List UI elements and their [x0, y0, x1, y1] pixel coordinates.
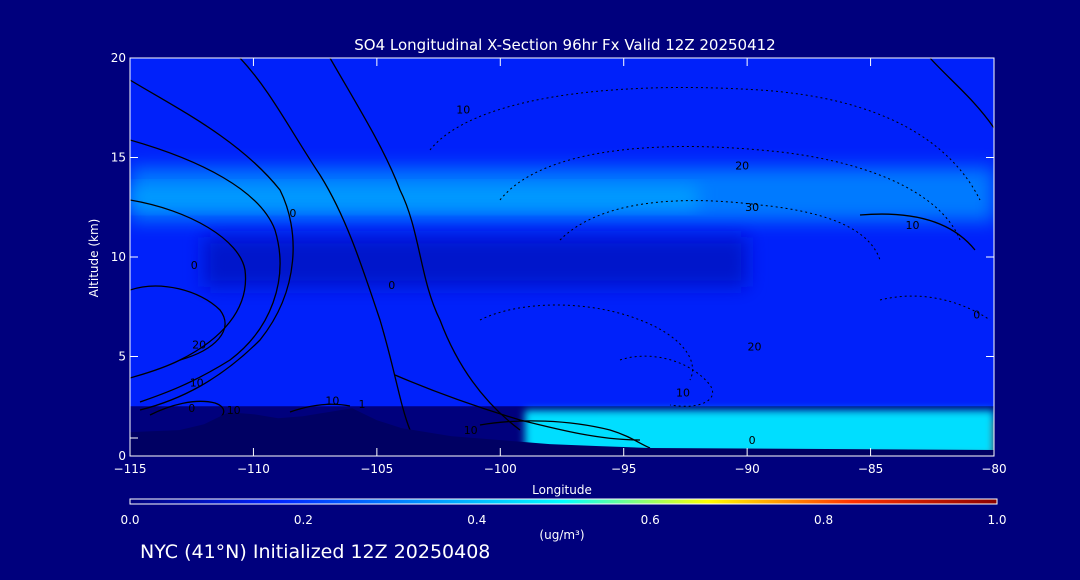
colorbar-tick-label: 1.0 — [987, 513, 1006, 527]
contour-label: 10 — [227, 404, 241, 417]
y-tick-label: 5 — [118, 350, 126, 364]
contour-line — [329, 58, 521, 431]
contour-line — [394, 374, 641, 441]
y-axis-label: Altitude (km) — [87, 219, 101, 298]
footer-caption: NYC (41°N) Initialized 12Z 20250408 — [140, 541, 491, 563]
contour-label: 10 — [325, 394, 339, 407]
chart-title: SO4 Longitudinal X-Section 96hr Fx Valid… — [354, 36, 775, 54]
contour-label: 0 — [388, 279, 395, 292]
contour-line — [479, 420, 651, 449]
x-tick-label: −90 — [734, 462, 759, 476]
contour-line — [130, 139, 281, 403]
contour-label: 10 — [464, 424, 478, 437]
contour-label: 0 — [749, 434, 756, 447]
x-tick-label: −80 — [981, 462, 1006, 476]
contour-label: 20 — [192, 339, 206, 352]
x-tick-label: −110 — [237, 462, 270, 476]
contour-label: 10 — [456, 104, 470, 117]
contour-lines-dotted — [429, 87, 991, 407]
contour-line — [929, 58, 994, 129]
contour-label: 20 — [748, 341, 762, 354]
contour-line — [130, 79, 294, 411]
concentration-field — [130, 58, 994, 456]
contour-label: 10 — [906, 219, 920, 232]
x-tick-label: −85 — [858, 462, 883, 476]
y-tick-label: 15 — [111, 151, 126, 165]
contour-line-dotted — [619, 355, 713, 407]
contour-label: 0 — [188, 402, 195, 415]
terrain-silhouette — [130, 408, 994, 456]
x-tick-label: −105 — [360, 462, 393, 476]
contour-label: 20 — [735, 159, 749, 172]
field-layer-free-troposphere — [130, 58, 994, 407]
colorbar-ticks: 0.0 0.2 0.4 0.6 0.8 1.0 — [120, 513, 1006, 527]
colorbar: 0.0 0.2 0.4 0.6 0.8 1.0 (ug/m³) — [120, 498, 1007, 542]
colorbar-tick-label: 0.4 — [467, 513, 486, 527]
x-axis-label: Longitude — [532, 483, 592, 497]
contour-label: 10 — [676, 386, 690, 399]
contour-lines — [130, 58, 994, 449]
contour-label: 30 — [745, 201, 759, 214]
contour-label: 0 — [289, 207, 296, 220]
colorbar-label: (ug/m³) — [539, 528, 584, 542]
y-tick-label: 10 — [111, 250, 126, 264]
x-tick-label: −95 — [611, 462, 636, 476]
x-tick-label: −100 — [484, 462, 517, 476]
contour-line — [130, 199, 247, 379]
contour-label: 0 — [191, 259, 198, 272]
y-tick-label: 0 — [118, 449, 126, 463]
y-tick-label: 20 — [111, 51, 126, 65]
contour-line-dotted — [559, 200, 881, 261]
colorbar-tick-label: 0.2 — [294, 513, 313, 527]
contour-label: 0 — [973, 309, 980, 322]
x-tick-label: −115 — [114, 462, 147, 476]
field-layer-mid-level-low — [204, 237, 748, 287]
colorbar-bar — [129, 498, 998, 505]
colorbar-tick-label: 0.0 — [120, 513, 139, 527]
contour-label: 10 — [190, 376, 204, 389]
colorbar-tick-label: 0.8 — [814, 513, 833, 527]
contour-line — [859, 213, 976, 251]
contour-label: 1 — [359, 398, 366, 411]
x-axis-ticks: −115 −110 −105 −100 −95 −90 −85 −80 — [114, 58, 1007, 476]
contour-line — [239, 58, 411, 431]
colorbar-tick-label: 0.6 — [641, 513, 660, 527]
contour-line-dotted — [499, 146, 961, 241]
contour-line-dotted — [429, 87, 981, 201]
contour-line — [130, 285, 226, 361]
field-layer-upper-tropopause-band — [130, 187, 698, 208]
contour-line — [289, 403, 351, 413]
